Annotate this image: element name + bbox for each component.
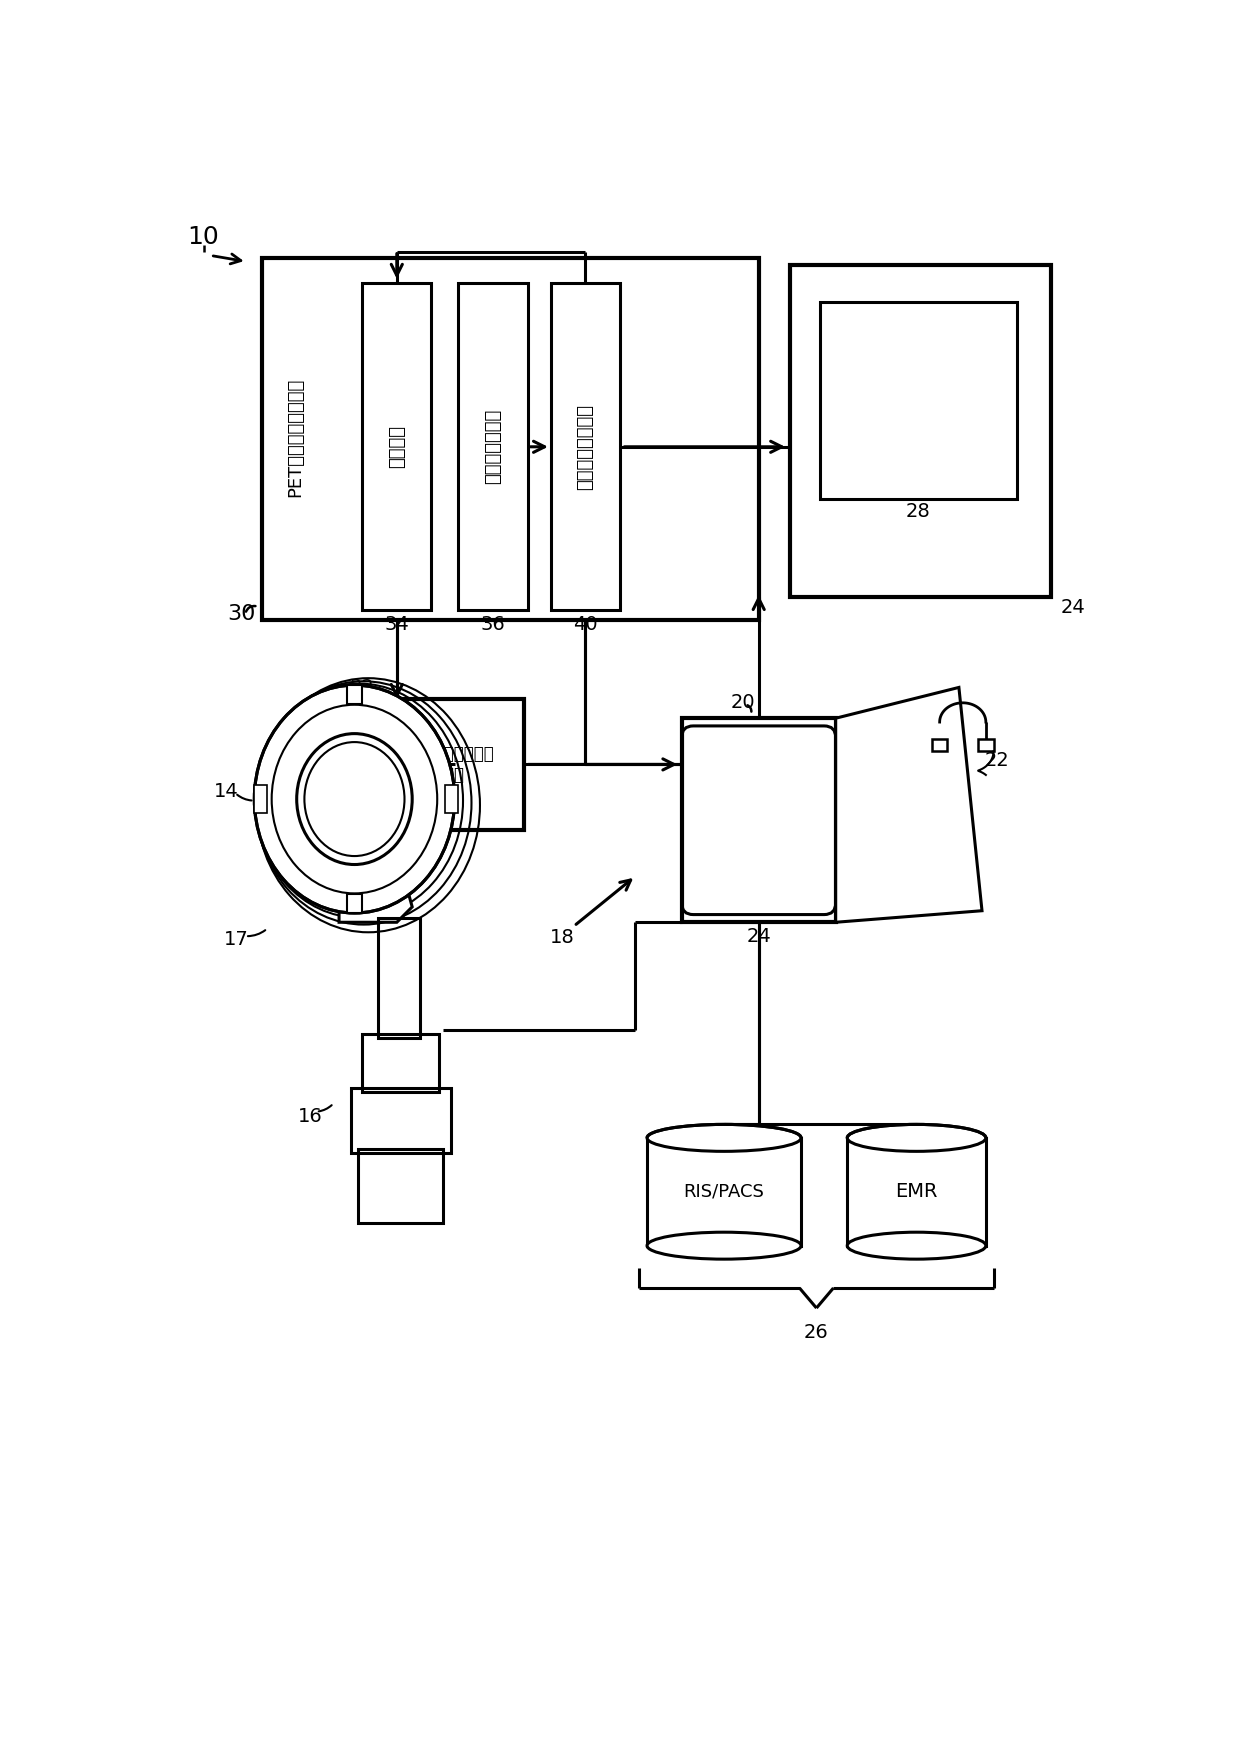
Text: 24: 24 [746,927,771,945]
Ellipse shape [847,1232,986,1259]
Bar [254,785,267,813]
Bar [262,257,759,619]
Text: 12: 12 [405,721,430,740]
Bar [898,853,940,876]
Bar [377,919,420,1038]
Polygon shape [836,688,982,922]
Text: 16: 16 [298,1107,322,1127]
Text: 20: 20 [732,693,755,712]
Bar [647,1137,801,1246]
Text: 30: 30 [227,605,255,624]
Polygon shape [339,837,412,922]
Ellipse shape [647,1125,801,1151]
Text: 24: 24 [1060,598,1085,617]
Bar [978,739,993,751]
Text: PET成像数据采集过程: PET成像数据采集过程 [286,377,304,497]
Bar [551,284,620,610]
Ellipse shape [296,733,412,864]
Text: 40: 40 [573,615,598,633]
Bar [373,698,523,830]
Bar [682,718,836,922]
Bar [821,303,1017,499]
Bar [790,266,1052,596]
Ellipse shape [847,1125,986,1151]
Text: 22: 22 [985,751,1009,770]
Bar [847,1137,986,1246]
Text: 采集数据缓冲器: 采集数据缓冲器 [484,409,502,485]
Text: 或过程: 或过程 [434,767,464,785]
Bar [445,785,458,813]
Bar [362,284,432,610]
Ellipse shape [272,705,438,894]
Text: 采集时间调整过程: 采集时间调整过程 [577,404,594,490]
Bar [351,1088,450,1153]
Bar [362,1033,439,1091]
Bar [459,284,528,610]
Text: 32: 32 [350,679,374,696]
Bar [347,894,362,913]
Text: 36: 36 [481,615,506,633]
Ellipse shape [254,686,455,913]
Text: PET图像重建方法: PET图像重建方法 [403,744,495,763]
Ellipse shape [647,1232,801,1259]
Text: 18: 18 [551,927,574,947]
Text: 34: 34 [384,615,409,633]
Bar [932,739,947,751]
Text: 26: 26 [804,1324,828,1342]
Text: 采集时间: 采集时间 [388,425,405,469]
Bar [347,686,362,703]
Bar [358,1149,443,1222]
Text: RIS/PACS: RIS/PACS [683,1183,765,1201]
Text: 10: 10 [187,226,218,249]
Text: 17: 17 [224,929,249,948]
Text: EMR: EMR [895,1183,937,1201]
Text: 14: 14 [213,781,238,800]
Text: 28: 28 [906,502,931,520]
